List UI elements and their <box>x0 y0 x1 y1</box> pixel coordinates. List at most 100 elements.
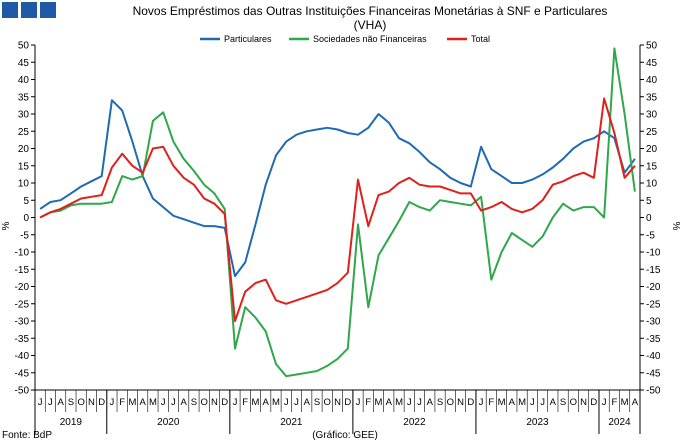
y-tick-label-left: 0 <box>23 213 29 224</box>
x-tick-label: J <box>48 397 53 408</box>
x-tick-label: N <box>211 397 218 408</box>
x-tick-label: A <box>139 397 146 408</box>
legend-label: Particulares <box>224 34 272 44</box>
x-year-label: 2021 <box>280 417 303 428</box>
x-tick-label: O <box>570 397 577 408</box>
y-tick-label-left: -10 <box>15 248 30 259</box>
y-tick-label-left: 25 <box>18 127 30 138</box>
x-year-label: 2023 <box>526 417 549 428</box>
series-line <box>39 99 636 278</box>
y-tick-label-right: -25 <box>646 299 661 310</box>
x-tick-label: M <box>498 397 506 408</box>
x-tick-label: F <box>119 397 125 408</box>
x-tick-label: M <box>395 397 403 408</box>
x-year-label: 2024 <box>608 417 631 428</box>
x-tick-label: J <box>233 397 238 408</box>
x-year-label: 2020 <box>157 417 180 428</box>
y-tick-label-left: 50 <box>18 41 30 52</box>
y-tick-label-left: 10 <box>18 179 30 190</box>
x-tick-label: A <box>427 397 434 408</box>
y-tick-label-left: 40 <box>18 75 30 86</box>
x-tick-label: S <box>191 397 197 408</box>
x-tick-label: J <box>540 397 545 408</box>
x-tick-label: M <box>149 397 157 408</box>
y-tick-label-right: 30 <box>646 110 658 121</box>
x-tick-label: S <box>560 397 566 408</box>
x-tick-label: D <box>98 397 105 408</box>
x-year-label: 2022 <box>403 417 426 428</box>
x-tick-label: F <box>242 397 248 408</box>
y-tick-label-left: -40 <box>15 351 30 362</box>
y-tick-label-right: -20 <box>646 282 661 293</box>
y-tick-label-right: -30 <box>646 317 661 328</box>
x-tick-label: A <box>632 397 639 408</box>
x-tick-label: D <box>344 397 351 408</box>
x-tick-label: F <box>488 397 494 408</box>
chart-title: Novos Empréstimos das Outras Instituiçõe… <box>133 4 608 18</box>
x-tick-label: D <box>590 397 597 408</box>
x-tick-label: N <box>457 397 464 408</box>
x-tick-label: A <box>263 397 270 408</box>
x-tick-label: O <box>77 397 84 408</box>
y-tick-label-left: -45 <box>15 368 30 379</box>
y-tick-label-right: 20 <box>646 144 658 155</box>
x-tick-label: J <box>417 397 422 408</box>
x-tick-label: F <box>611 397 617 408</box>
x-tick-label: M <box>621 397 629 408</box>
chart-legend: Particulares Sociedades não Financeiras To… <box>200 34 490 44</box>
y-tick-label-right: 0 <box>646 213 652 224</box>
x-tick-label: J <box>110 397 115 408</box>
x-tick-label: S <box>68 397 74 408</box>
series-line <box>39 97 636 322</box>
y-tick-label-left: -50 <box>15 386 30 397</box>
ylabel-left: % <box>1 221 12 230</box>
x-tick-label: J <box>171 397 176 408</box>
chart-title-line2: (VHA) <box>354 18 387 32</box>
y-tick-label-right: -5 <box>646 230 655 241</box>
y-tick-label-left: 5 <box>23 196 29 207</box>
x-tick-label: J <box>284 397 289 408</box>
x-tick-label: N <box>88 397 95 408</box>
x-tick-label: J <box>479 397 484 408</box>
y-tick-label-left: 45 <box>18 58 30 69</box>
y-tick-label-right: 25 <box>646 127 658 138</box>
ylabel-right: % <box>670 222 680 231</box>
legend-label: Total <box>471 34 490 44</box>
chart-axes: -50 -50-45 -45-40 -40-35 -35-30 -30-25 -25-20-… <box>15 41 661 434</box>
logo-square-2 <box>21 2 37 18</box>
x-tick-label: J <box>530 397 535 408</box>
y-tick-label-right: -45 <box>646 368 661 379</box>
y-tick-label-right: 35 <box>646 92 658 103</box>
y-tick-label-right: -15 <box>646 265 661 276</box>
x-year-label: 2019 <box>60 417 83 428</box>
logo-square-1 <box>2 2 18 18</box>
y-tick-label-left: -25 <box>15 299 30 310</box>
y-tick-label-left: 30 <box>18 110 30 121</box>
footer-source: Fonte: BdP <box>2 430 52 441</box>
y-tick-label-right: -10 <box>646 248 661 259</box>
series-line <box>39 47 636 378</box>
y-tick-label-right: -50 <box>646 386 661 397</box>
footer-credit: (Gráfico: GEE) <box>312 430 378 441</box>
x-tick-label: D <box>221 397 228 408</box>
x-tick-label: J <box>602 397 607 408</box>
x-tick-label: O <box>447 397 454 408</box>
y-tick-label-left: -15 <box>15 265 30 276</box>
y-tick-label-left: -20 <box>15 282 30 293</box>
y-tick-label-right: 50 <box>646 41 658 52</box>
y-tick-label-left: -5 <box>20 230 29 241</box>
x-tick-label: M <box>518 397 526 408</box>
x-tick-label: S <box>314 397 320 408</box>
y-tick-label-right: -35 <box>646 334 661 345</box>
x-tick-label: A <box>57 397 64 408</box>
logo-square-3 <box>40 2 56 18</box>
x-tick-label: A <box>181 397 188 408</box>
x-tick-label: S <box>437 397 443 408</box>
x-tick-label: J <box>294 397 299 408</box>
legend-label: Sociedades não Financeiras <box>313 34 427 44</box>
x-tick-label: J <box>38 397 43 408</box>
x-tick-label: A <box>386 397 393 408</box>
x-tick-label: A <box>304 397 311 408</box>
y-tick-label-right: 40 <box>646 75 658 86</box>
